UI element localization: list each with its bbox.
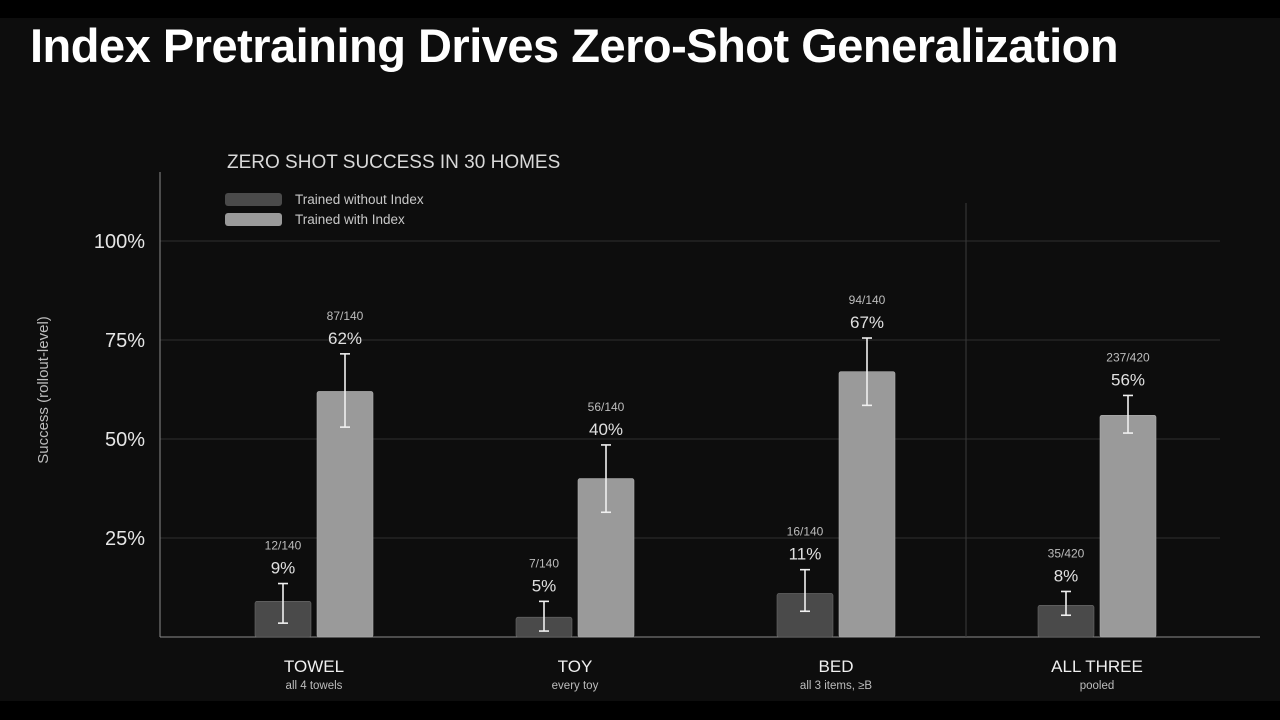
y-tick-labels: 25% 50% 75% 100% xyxy=(94,231,145,550)
count-label: 87/140 xyxy=(327,309,364,323)
value-label: 9% xyxy=(271,559,296,578)
y-tick-label: 50% xyxy=(105,429,145,451)
category-label: BED xyxy=(819,657,854,676)
legend-label: Trained without Index xyxy=(295,192,424,207)
count-label: 35/420 xyxy=(1048,546,1085,560)
y-tick-label: 100% xyxy=(94,231,145,253)
chart-title: ZERO SHOT SUCCESS IN 30 HOMES xyxy=(227,152,560,173)
slide-background xyxy=(0,18,1280,701)
bar xyxy=(316,391,374,638)
value-label: 11% xyxy=(789,545,822,564)
y-tick-label: 25% xyxy=(105,528,145,550)
count-label: 16/140 xyxy=(787,525,824,539)
value-label: 8% xyxy=(1054,566,1079,585)
value-label: 62% xyxy=(328,329,362,348)
category-sublabel: pooled xyxy=(1080,680,1115,692)
legend-swatch xyxy=(225,213,282,226)
value-label: 5% xyxy=(532,576,557,595)
count-label: 94/140 xyxy=(849,293,886,307)
legend: Trained without Index Trained with Index xyxy=(225,192,424,227)
count-label: 12/140 xyxy=(265,539,302,553)
category-labels: TOWEL all 4 towels TOY every toy BED all 3 it… xyxy=(284,657,1143,692)
y-tick-label: 75% xyxy=(105,330,145,352)
category-label: ALL THREE xyxy=(1051,657,1143,676)
bar xyxy=(838,371,896,638)
value-label: 67% xyxy=(850,313,884,332)
y-axis-label: Success (rollout-level) xyxy=(35,316,52,464)
legend-label: Trained with Index xyxy=(295,212,405,227)
count-label: 7/140 xyxy=(529,556,559,570)
bar xyxy=(1099,414,1157,638)
bars: 9% 12/140 5% 7/140 11% 16/140 8% 35/420 62% 87/14… xyxy=(254,293,1157,638)
slide-title: Index Pretraining Drives Zero-Shot Gener… xyxy=(30,19,1119,72)
category-sublabel: all 4 towels xyxy=(286,680,343,692)
category-sublabel: all 3 items, ≥B xyxy=(800,680,872,692)
count-label: 237/420 xyxy=(1106,350,1150,364)
value-label: 40% xyxy=(589,420,623,439)
category-sublabel: every toy xyxy=(552,680,599,692)
legend-swatch xyxy=(225,193,282,206)
count-label: 56/140 xyxy=(588,400,625,414)
value-label: 56% xyxy=(1111,370,1145,389)
category-label: TOY xyxy=(558,657,593,676)
category-label: TOWEL xyxy=(284,657,344,676)
